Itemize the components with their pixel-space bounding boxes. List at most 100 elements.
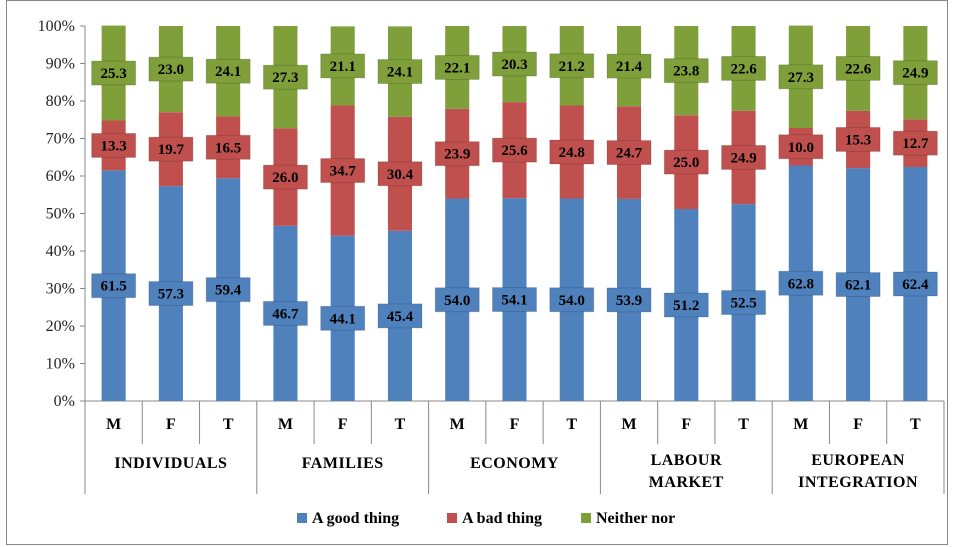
data-label: 22.6 [730, 61, 757, 77]
data-label: 24.9 [730, 150, 756, 166]
group-label: ECONOMY [470, 455, 559, 472]
data-label-box [549, 287, 595, 313]
y-tick-label: 30% [46, 281, 75, 298]
data-label-box [320, 158, 366, 184]
category-label: F [681, 416, 691, 433]
data-label: 59.4 [215, 283, 242, 299]
y-tick-label: 90% [46, 56, 75, 73]
data-label-box [835, 272, 881, 298]
data-label: 24.9 [902, 66, 928, 82]
y-tick-label: 100% [38, 18, 75, 35]
category-label: T [223, 416, 234, 433]
data-label: 53.9 [616, 293, 642, 309]
category-label: F [510, 416, 520, 433]
data-label-box [377, 161, 423, 187]
data-label-box [262, 300, 308, 326]
y-tick-label: 40% [46, 243, 75, 260]
category-label: M [793, 416, 808, 433]
stacked-bar-chart: 0% 10% 20% 30% 40% 50% 60% 70% 80% 90% 100% 61.5 13.… [38, 18, 945, 527]
y-tick-label: 70% [46, 131, 75, 148]
group-label: INTEGRATION [798, 474, 918, 491]
data-label: 24.8 [559, 145, 585, 161]
data-label-box [721, 55, 767, 81]
data-label: 21.2 [559, 59, 585, 75]
data-label: 62.4 [902, 277, 929, 293]
y-tick-label: 80% [46, 93, 75, 110]
data-label: 54.0 [444, 293, 470, 309]
data-label-box [377, 303, 423, 329]
y-tick-label: 10% [46, 356, 75, 373]
data-label-box [434, 287, 480, 313]
data-label-box [91, 60, 137, 86]
y-tick-label: 20% [46, 318, 75, 335]
data-label: 24.7 [616, 146, 643, 162]
data-label-box [606, 287, 652, 313]
data-label: 24.1 [215, 64, 241, 80]
y-tick-label: 60% [46, 168, 75, 185]
y-tick-label: 0% [54, 393, 75, 410]
data-label-box [320, 305, 366, 331]
data-label: 45.4 [387, 309, 414, 325]
data-label: 22.1 [444, 60, 470, 76]
data-label: 15.3 [845, 132, 871, 148]
category-label: M [278, 416, 293, 433]
data-label-box [492, 51, 537, 77]
data-label-box [663, 58, 709, 84]
data-label-box [492, 287, 537, 313]
data-label-box [91, 273, 137, 299]
data-label: 51.2 [673, 298, 699, 314]
chart-frame: 0% 10% 20% 30% 40% 50% 60% 70% 80% 90% 100% 61.5 13.… [6, 0, 948, 545]
y-tick-label: 50% [46, 206, 75, 223]
data-label-box [377, 59, 423, 85]
data-label-box [148, 136, 194, 162]
legend-label: A bad thing [462, 510, 542, 527]
legend-swatch [297, 513, 307, 523]
data-label: 30.4 [387, 167, 414, 183]
data-label: 61.5 [101, 279, 127, 295]
legend-swatch [581, 513, 591, 523]
data-label: 57.3 [158, 287, 184, 303]
data-label-box [835, 55, 881, 81]
data-label-box [549, 139, 595, 165]
legend-label: A good thing [312, 510, 399, 527]
group-label: LABOUR [651, 452, 722, 469]
data-label: 12.7 [902, 136, 929, 152]
data-label: 20.3 [501, 57, 527, 73]
data-label-box [721, 144, 767, 170]
data-label: 44.1 [330, 311, 356, 327]
category-label: T [566, 416, 577, 433]
data-label-box [320, 53, 366, 79]
data-label: 25.0 [673, 155, 699, 171]
data-label-box [892, 60, 938, 86]
data-label-box [205, 134, 251, 160]
group-label: EUROPEAN [811, 452, 905, 469]
data-label-box [663, 292, 709, 318]
data-label-box [148, 56, 194, 82]
data-label-box [663, 149, 709, 175]
data-label: 54.1 [501, 293, 527, 309]
category-label: M [450, 416, 465, 433]
data-label-box [606, 140, 652, 166]
category-label: M [106, 416, 121, 433]
category-label: T [738, 416, 749, 433]
data-label-box [892, 130, 938, 156]
data-label: 24.1 [387, 65, 413, 81]
data-label-box [205, 277, 251, 303]
data-label-box [778, 134, 824, 160]
category-label: F [853, 416, 863, 433]
data-label: 21.1 [330, 59, 356, 75]
data-label: 46.7 [272, 306, 299, 322]
data-label-box [778, 64, 824, 90]
category-label: T [395, 416, 406, 433]
data-label-box [434, 54, 480, 80]
data-label: 23.8 [673, 64, 699, 80]
data-label: 19.7 [158, 142, 185, 158]
data-label-box [606, 53, 652, 79]
data-label: 34.7 [330, 164, 357, 180]
data-label-box [892, 271, 938, 297]
data-label: 25.3 [101, 66, 127, 82]
data-label-box [262, 64, 308, 90]
data-label: 26.0 [272, 170, 298, 186]
data-label: 27.3 [788, 70, 814, 86]
data-label: 21.4 [616, 59, 643, 75]
